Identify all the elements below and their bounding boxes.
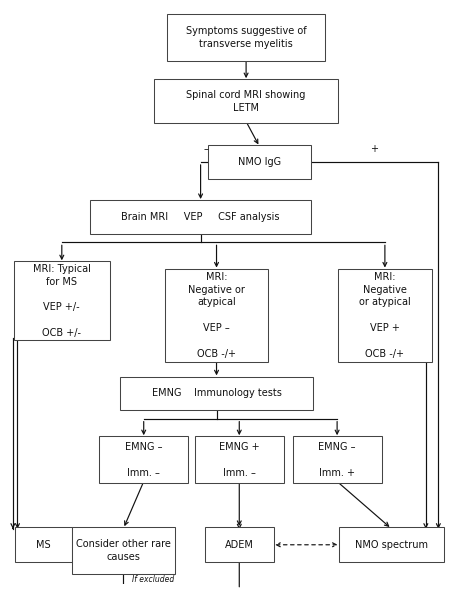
FancyBboxPatch shape bbox=[119, 376, 313, 410]
FancyBboxPatch shape bbox=[14, 261, 110, 340]
FancyBboxPatch shape bbox=[72, 527, 174, 574]
Text: +: + bbox=[370, 145, 378, 155]
Text: MRI: Typical
for MS

VEP +/-

OCB +/-: MRI: Typical for MS VEP +/- OCB +/- bbox=[33, 264, 91, 338]
Text: ADEM: ADEM bbox=[225, 540, 254, 550]
FancyBboxPatch shape bbox=[195, 437, 284, 483]
Text: EMNG –

Imm. –: EMNG – Imm. – bbox=[125, 442, 163, 477]
FancyBboxPatch shape bbox=[209, 145, 311, 179]
Text: EMNG –

Imm. +: EMNG – Imm. + bbox=[319, 442, 356, 477]
Text: MS: MS bbox=[36, 540, 51, 550]
FancyBboxPatch shape bbox=[165, 268, 268, 362]
Text: Consider other rare
causes: Consider other rare causes bbox=[76, 539, 171, 562]
FancyBboxPatch shape bbox=[338, 268, 432, 362]
Text: NMO IgG: NMO IgG bbox=[238, 157, 281, 167]
Text: –: – bbox=[203, 145, 208, 155]
FancyBboxPatch shape bbox=[339, 527, 444, 562]
FancyBboxPatch shape bbox=[292, 437, 382, 483]
FancyBboxPatch shape bbox=[99, 437, 188, 483]
Text: If excluded: If excluded bbox=[132, 575, 174, 584]
FancyBboxPatch shape bbox=[15, 527, 72, 562]
Text: MRI:
Negative
or atypical

VEP +

OCB -/+: MRI: Negative or atypical VEP + OCB -/+ bbox=[359, 272, 411, 359]
FancyBboxPatch shape bbox=[90, 200, 311, 234]
Text: NMO spectrum: NMO spectrum bbox=[355, 540, 428, 550]
FancyBboxPatch shape bbox=[154, 79, 338, 123]
Text: MRI:
Negative or
atypical

VEP –

OCB -/+: MRI: Negative or atypical VEP – OCB -/+ bbox=[188, 272, 245, 359]
FancyBboxPatch shape bbox=[205, 527, 273, 562]
Text: EMNG    Immunology tests: EMNG Immunology tests bbox=[152, 388, 282, 398]
FancyBboxPatch shape bbox=[167, 14, 325, 61]
Text: Symptoms suggestive of
transverse myelitis: Symptoms suggestive of transverse myelit… bbox=[186, 27, 306, 49]
Text: EMNG +

Imm. –: EMNG + Imm. – bbox=[219, 442, 260, 477]
Text: Spinal cord MRI showing
LETM: Spinal cord MRI showing LETM bbox=[186, 90, 306, 113]
Text: Brain MRI     VEP     CSF analysis: Brain MRI VEP CSF analysis bbox=[121, 212, 280, 222]
